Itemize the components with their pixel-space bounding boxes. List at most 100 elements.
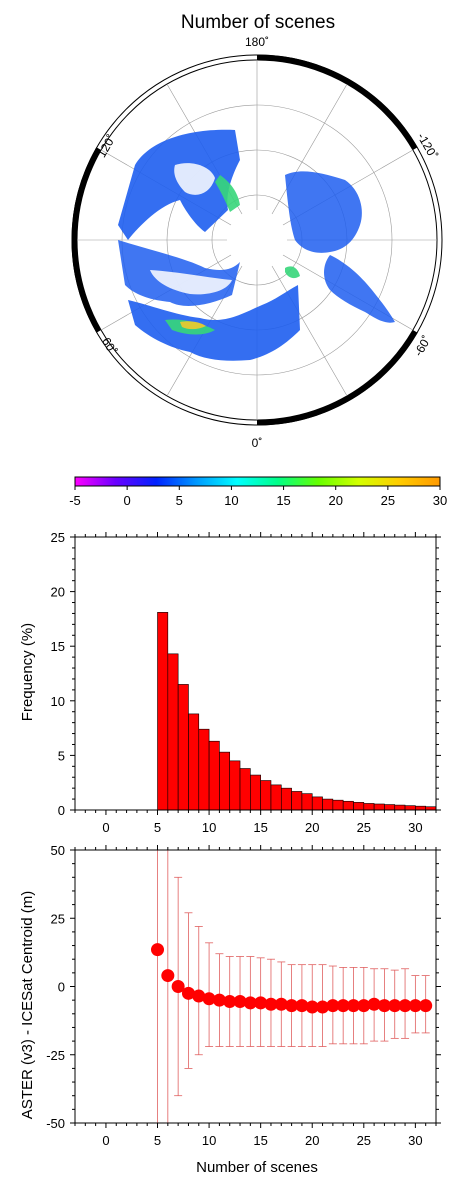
high-count-zone [285, 266, 300, 279]
x-tick-label: 15 [253, 1133, 267, 1148]
scatter-axes: 0 5 10 15 20 25 30 -50 -25 0 25 50 [46, 843, 441, 1148]
scatter-point [316, 1000, 330, 1014]
scatter-point [181, 986, 195, 1000]
scatter-point [377, 999, 391, 1013]
antarctic-peninsula [324, 255, 395, 323]
error-bars [157, 850, 430, 1123]
lon-label-180: 180˚ [245, 35, 269, 49]
scatter-point [305, 1000, 319, 1014]
colorbar-tick-label: 25 [381, 493, 395, 508]
y-tick-label: 5 [58, 748, 65, 763]
scatter-point [254, 996, 268, 1010]
histogram-bar [415, 805, 426, 811]
x-tick-label: 20 [305, 1133, 319, 1148]
histogram-bar [301, 793, 313, 811]
scatter-point [264, 997, 278, 1011]
colorbar-tick-label: 20 [328, 493, 342, 508]
plot-frame [74, 849, 437, 1124]
scatter-ylabel: ASTER (v3) - ICESat Centroid (m) [19, 891, 36, 1119]
lon-label-0: 0˚ [252, 436, 263, 450]
scatter-xlabel: Number of scenes [196, 1159, 318, 1176]
scatter-point [151, 943, 165, 957]
histogram-bar [157, 612, 169, 811]
x-tick-label: 25 [357, 1133, 371, 1148]
x-tick-label: 0 [102, 820, 109, 835]
east-antarctica-north [118, 129, 240, 240]
plot-frame [74, 536, 437, 811]
colorbar-tick-label: 0 [124, 493, 131, 508]
histogram-bar [342, 800, 354, 811]
scatter-point [326, 999, 340, 1013]
histogram-bar [291, 791, 303, 811]
histogram-bar [229, 760, 241, 811]
colorbar-gradient [74, 476, 441, 487]
map-title: Number of scenes [181, 12, 335, 33]
x-tick-label: 0 [102, 1133, 109, 1148]
difference-scatter: 0 5 10 15 20 25 30 -50 -25 0 25 50 [46, 843, 441, 1148]
histogram-bar [322, 798, 334, 811]
y-tick-label: 0 [58, 980, 65, 995]
y-tick-label: 10 [51, 694, 65, 709]
histogram-bar [260, 780, 272, 811]
histogram-bar [384, 804, 396, 811]
histogram-bars [75, 612, 437, 811]
histogram-bar [353, 802, 365, 811]
colorbar-tick-label: 10 [224, 493, 238, 508]
colorbar-ticks: -5 0 5 10 15 20 25 30 [69, 486, 447, 508]
histogram-bar [198, 728, 210, 811]
histogram-bar [239, 768, 251, 811]
x-tick-label: 15 [253, 820, 267, 835]
histogram-bar [219, 751, 231, 811]
meridian-line [271, 83, 348, 215]
histogram-bar [280, 787, 292, 811]
map-frame-segment [71, 147, 102, 333]
no-data-region [174, 163, 215, 195]
scatter-point [223, 995, 237, 1009]
west-antarctica [285, 171, 362, 253]
histogram-bar [332, 799, 344, 811]
y-tick-label: -25 [46, 1048, 65, 1063]
x-tick-label: 5 [154, 1133, 161, 1148]
no-data-region [150, 270, 232, 295]
histogram-bar [167, 653, 179, 811]
x-tick-label: 10 [202, 1133, 216, 1148]
histogram-ylabel: Frequency (%) [19, 623, 36, 721]
scatter-point [295, 999, 309, 1013]
histogram-bar [394, 804, 406, 811]
histogram-bar [270, 784, 282, 811]
colorbar-tick-label: 5 [176, 493, 183, 508]
y-tick-label: 25 [51, 530, 65, 545]
colorbar-tick-label: -5 [69, 493, 81, 508]
y-tick-label: 50 [51, 843, 65, 858]
scatter-point [357, 999, 371, 1013]
peak-count-zone [180, 321, 206, 330]
histogram-bar [250, 774, 261, 811]
scatter-point [367, 997, 381, 1011]
histogram-bar [311, 796, 323, 811]
scatter-point [161, 969, 175, 983]
polar-map [71, 54, 443, 426]
scatter-point [388, 999, 402, 1013]
colorbar-tick-label: 30 [433, 493, 447, 508]
histogram-axes: 0 5 10 15 20 25 30 0 5 10 15 20 25 [51, 530, 441, 835]
scatter-point [171, 980, 185, 993]
histogram-bar [404, 805, 416, 811]
antarctica-scene-count-map [118, 129, 395, 361]
histogram-bar [188, 713, 200, 811]
y-tick-label: 0 [58, 803, 65, 818]
x-tick-label: 10 [202, 820, 216, 835]
frequency-histogram: 0 5 10 15 20 25 30 0 5 10 15 20 25 [51, 530, 441, 835]
map-frame-segment [256, 329, 418, 426]
histogram-bar [373, 803, 385, 811]
y-tick-label: 20 [51, 585, 65, 600]
map-frame-segment [256, 54, 418, 151]
scatter-points [151, 943, 433, 1014]
scatter-point [285, 999, 299, 1013]
scatter-point [192, 989, 206, 1003]
scatter-point [212, 993, 226, 1007]
scatter-point [274, 997, 288, 1011]
x-tick-label: 20 [305, 820, 319, 835]
high-count-zone [215, 175, 240, 212]
y-tick-label: -50 [46, 1116, 65, 1131]
